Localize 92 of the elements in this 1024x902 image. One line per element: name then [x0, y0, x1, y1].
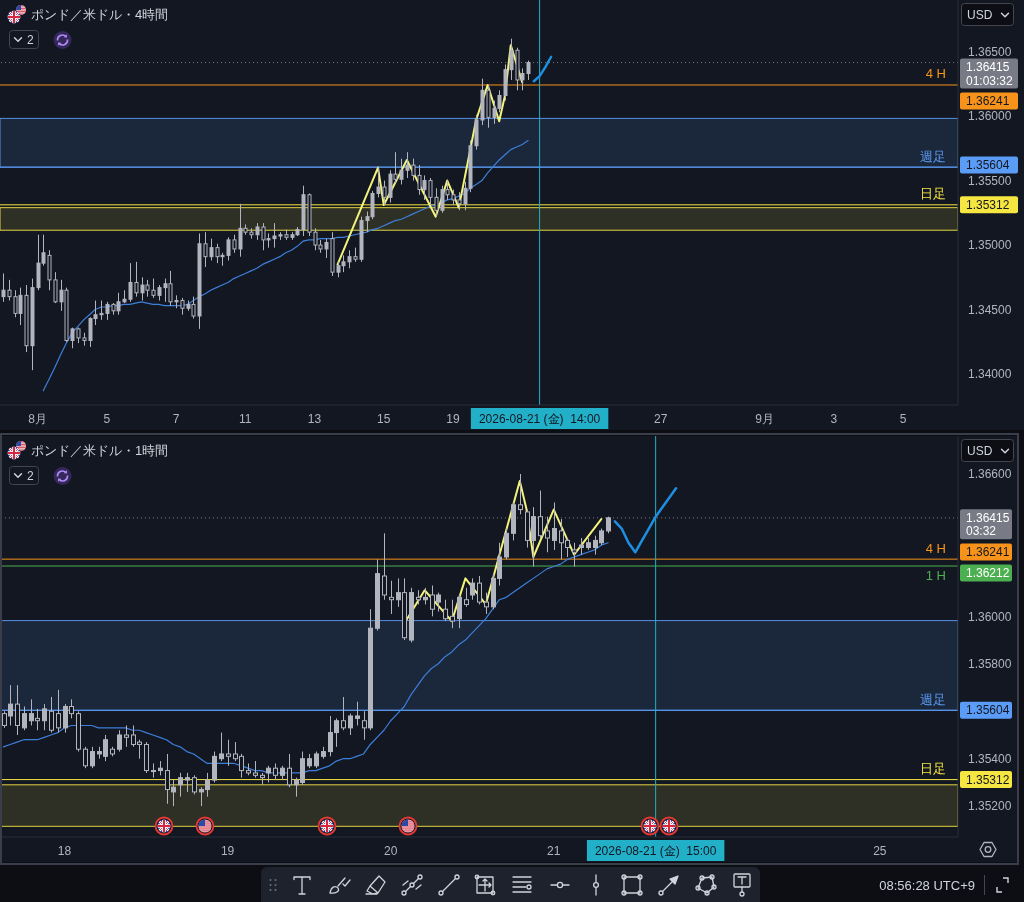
ref-line-label: 1.35312	[966, 197, 1010, 212]
candlestick	[192, 774, 197, 795]
x-tick-label: 21	[547, 844, 561, 858]
candlestick	[470, 577, 475, 601]
ref-line-label: 1.36241	[966, 545, 1010, 560]
candlestick	[552, 501, 557, 551]
candlestick	[22, 706, 27, 731]
candlestick	[124, 724, 129, 748]
candlestick	[15, 684, 20, 736]
annotation: 2	[27, 469, 34, 483]
line-series	[42, 139, 529, 392]
x-tick-label: 27	[654, 412, 668, 426]
y-tick-label: 1.35000	[968, 238, 1012, 253]
ref-line-label: 1.36241	[966, 94, 1010, 109]
candlestick	[389, 580, 394, 615]
x-tick-label: 19	[220, 844, 235, 858]
candlestick	[538, 490, 543, 539]
text: 08:56:28 UTC+9	[879, 878, 975, 893]
ref-line-label: 1.35604	[966, 158, 1010, 173]
candlestick	[226, 739, 231, 767]
text: ポンド／米ドル・1時間	[31, 443, 169, 458]
candlestick	[83, 746, 88, 769]
candlestick	[457, 594, 462, 629]
line-series	[532, 55, 553, 83]
x-tick-label: 18	[57, 844, 72, 858]
x-tick-label: 20	[383, 844, 398, 858]
annotation: 日足	[920, 761, 946, 777]
annotation: 週足	[920, 691, 946, 707]
text: USD	[967, 444, 993, 458]
text: 03:32	[966, 524, 997, 539]
candlestick	[42, 703, 47, 731]
y-tick-label: 1.36000	[968, 109, 1012, 124]
y-tick-label: 1.35800	[968, 657, 1012, 672]
candlestick	[443, 599, 448, 622]
y-tick-label: 1.36000	[968, 609, 1012, 624]
y-tick-label: 1.36600	[968, 467, 1012, 482]
candlestick	[484, 592, 489, 615]
y-tick-label: 1.35400	[968, 751, 1012, 766]
candlestick	[56, 689, 61, 734]
y-tick-label: 1.34000	[968, 367, 1012, 382]
candlestick	[382, 532, 387, 601]
ref-line-label: 1.35312	[966, 772, 1010, 787]
ref-line-label: 1.35604	[966, 703, 1010, 718]
candlestick	[477, 575, 482, 605]
candlestick	[185, 772, 190, 793]
x-tick-label: 5	[103, 412, 111, 426]
text: ポンド／米ドル・4時間	[31, 7, 169, 22]
candlestick	[212, 751, 217, 783]
ref-line-label: 1.36212	[966, 566, 1010, 581]
annotation: 1 H	[925, 567, 946, 583]
annotation: 4 H	[925, 540, 946, 556]
x-tick-label: 3	[830, 412, 838, 426]
candlestick	[49, 696, 54, 734]
candlestick	[464, 587, 469, 608]
y-tick-label: 1.35200	[968, 799, 1012, 814]
x-tick-label: 8月	[28, 412, 47, 426]
candlestick	[287, 753, 292, 788]
x-tick-label: 19	[446, 412, 461, 426]
annotation: 日足	[920, 186, 946, 202]
x-tick-label: 2026-08-21 (金) 14:00	[478, 412, 601, 426]
annotation: 週足	[920, 148, 946, 164]
x-tick-label: 5	[899, 412, 907, 426]
ref-line-label: 1.36415	[966, 60, 1010, 75]
x-tick-label: 13	[307, 412, 322, 426]
candlestick	[572, 542, 577, 567]
candlestick	[355, 701, 360, 726]
y-tick-label: 1.34500	[968, 302, 1012, 317]
ref-line-label: 1.36415	[966, 510, 1010, 525]
candlestick	[518, 473, 523, 515]
annotation: 2	[27, 33, 34, 47]
candlestick	[219, 732, 224, 762]
candlestick	[117, 729, 122, 753]
x-tick-label: 25	[873, 844, 887, 858]
candlestick	[178, 772, 183, 798]
candlestick	[450, 599, 455, 629]
candlestick	[341, 696, 346, 731]
text: USD	[967, 8, 993, 22]
x-tick-label: 9月	[755, 412, 775, 426]
candlestick	[90, 746, 95, 769]
candlestick	[545, 516, 550, 553]
x-tick-label: 15	[377, 412, 391, 426]
line-series	[613, 486, 678, 554]
x-tick-label: 7	[172, 412, 180, 426]
candlestick	[348, 713, 353, 736]
y-tick-label: 1.35500	[968, 173, 1012, 188]
text: 01:03:32	[966, 73, 1014, 88]
x-tick-label: 11	[239, 412, 252, 426]
candlestick	[151, 762, 156, 779]
x-tick-label: 2026-08-21 (金) 15:00	[594, 844, 717, 858]
annotation: 4 H	[925, 66, 946, 82]
y-tick-label: 1.36500	[968, 44, 1012, 59]
candlestick	[504, 528, 509, 560]
